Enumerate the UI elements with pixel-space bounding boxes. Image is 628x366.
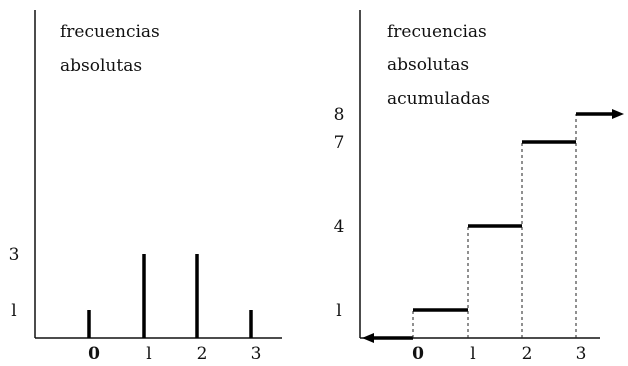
right-marks: 0 l 2 3 l 4 7 8 <box>334 105 624 364</box>
left-x-tick-label: l <box>146 344 151 364</box>
right-ylabel-line-2: absolutas <box>387 55 469 75</box>
right-x-tick-label: 0 <box>412 344 424 364</box>
left-marks: 0 l 2 3 l 3 <box>9 245 262 364</box>
right-y-tick-label: l <box>336 301 341 321</box>
right-x-tick-label: 3 <box>576 344 587 364</box>
right-ylabel-line-1: frecuencias <box>387 22 487 42</box>
chart-absolute-frequencies: frecuencias absolutas 0 l 2 3 l 3 <box>9 10 282 364</box>
right-x-tick-label: 2 <box>522 344 533 364</box>
left-y-tick-label: l <box>11 301 16 321</box>
left-ylabel-line-2: absolutas <box>60 56 142 76</box>
right-left-arrowhead <box>362 333 374 343</box>
right-y-tick-label: 4 <box>334 217 345 237</box>
left-x-tick-label: 2 <box>197 344 208 364</box>
left-x-tick-label: 0 <box>88 344 100 364</box>
left-x-tick-label: 3 <box>251 344 262 364</box>
right-ylabel-line-3: acumuladas <box>387 89 490 109</box>
chart-cumulative-frequencies: frecuencias absolutas acumuladas 0 l 2 3 l 4 7… <box>334 10 624 364</box>
right-x-tick-label: l <box>470 344 475 364</box>
right-y-tick-label: 8 <box>334 105 345 125</box>
right-y-tick-label: 7 <box>334 133 345 153</box>
left-y-tick-label: 3 <box>9 245 20 265</box>
left-ylabel-line-1: frecuencias <box>60 22 160 42</box>
right-right-arrowhead <box>612 109 624 119</box>
